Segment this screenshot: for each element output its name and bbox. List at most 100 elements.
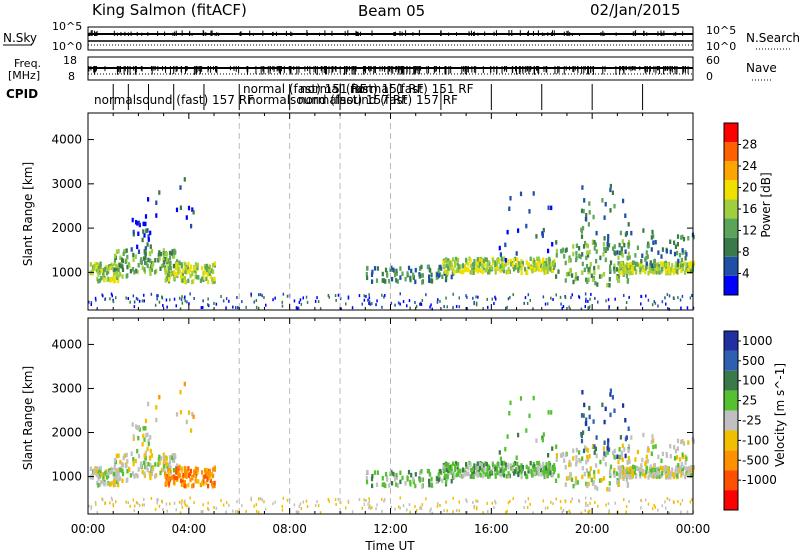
- data-cell: [141, 442, 144, 447]
- data-cell: [591, 481, 594, 487]
- data-cell: [613, 473, 616, 478]
- data-cell: [532, 307, 534, 311]
- data-cell: [609, 388, 612, 393]
- data-cell: [173, 501, 176, 505]
- data-cell: [130, 247, 133, 252]
- data-cell: [428, 267, 431, 273]
- data-cell: [617, 459, 620, 465]
- data-cell: [585, 297, 587, 301]
- data-cell: [585, 213, 588, 218]
- data-cell: [202, 503, 204, 507]
- data-cell: [624, 232, 627, 237]
- data-cell: [575, 257, 578, 263]
- data-cell: [532, 191, 535, 196]
- data-cell: [613, 244, 616, 249]
- data-cell: [161, 295, 163, 299]
- data-cell: [510, 262, 513, 267]
- data-cell: [679, 261, 682, 266]
- data-cell: [569, 307, 571, 311]
- data-cell: [159, 470, 162, 476]
- data-cell: [450, 260, 453, 265]
- data-cell: [175, 470, 178, 475]
- data-cell: [107, 269, 110, 275]
- data-cell: [395, 472, 398, 478]
- data-cell: [677, 463, 680, 468]
- data-cell: [466, 307, 468, 311]
- data-cell: [409, 306, 411, 310]
- data-cell: [536, 256, 539, 262]
- data-cell: [506, 305, 508, 309]
- data-cell: [589, 262, 592, 267]
- data-cell: [126, 264, 129, 270]
- data-cell: [302, 500, 304, 504]
- data-cell: [160, 468, 163, 473]
- data-cell: [539, 467, 543, 473]
- data-cell: [443, 264, 446, 269]
- data-cell: [511, 467, 514, 472]
- data-cell: [465, 260, 468, 265]
- data-cell: [588, 306, 590, 309]
- data-cell: [335, 503, 337, 506]
- data-cell: [202, 510, 204, 513]
- data-cell: [96, 480, 99, 486]
- data-cell: [236, 500, 238, 504]
- data-cell: [104, 501, 107, 505]
- data-cell: [623, 242, 626, 248]
- data-cell: [626, 460, 629, 465]
- data-cell: [607, 502, 610, 506]
- colorbar-tick-label: 12: [742, 224, 757, 238]
- data-cell: [162, 458, 165, 463]
- data-cell: [90, 303, 92, 306]
- data-cell: [168, 455, 172, 460]
- data-cell: [314, 504, 317, 507]
- data-cell: [517, 228, 520, 233]
- data-cell: [446, 509, 448, 513]
- data-cell: [545, 466, 548, 471]
- data-cell: [686, 510, 689, 514]
- data-cell: [193, 501, 195, 505]
- data-cell: [640, 499, 643, 503]
- data-cell: [465, 257, 468, 263]
- data-cell: [546, 473, 549, 479]
- data-cell: [455, 472, 458, 478]
- data-cell: [628, 270, 631, 276]
- data-cell: [112, 275, 115, 280]
- data-cell: [180, 264, 183, 269]
- data-cell: [169, 460, 172, 465]
- data-cell: [620, 263, 623, 269]
- data-cell: [232, 509, 234, 513]
- colorbar-tick-label: -500: [742, 453, 769, 467]
- data-cell: [608, 447, 611, 452]
- data-cell: [452, 292, 454, 296]
- data-cell: [453, 270, 456, 275]
- data-cell: [625, 510, 627, 514]
- data-cell: [157, 457, 160, 462]
- data-cell: [627, 244, 630, 249]
- data-cell: [146, 263, 149, 269]
- data-cell: [144, 221, 147, 227]
- data-cell: [532, 470, 535, 475]
- data-cell: [113, 267, 116, 272]
- data-cell: [547, 410, 550, 415]
- data-cell: [593, 265, 596, 271]
- data-cell: [604, 461, 607, 467]
- data-cell: [542, 257, 545, 262]
- data-cell: [399, 292, 401, 296]
- data-cell: [175, 262, 178, 267]
- data-cell: [195, 274, 198, 280]
- data-cell: [611, 395, 614, 400]
- data-cell: [446, 474, 449, 480]
- data-cell: [431, 279, 434, 284]
- data-cell: [132, 434, 135, 439]
- data-cell: [143, 233, 146, 238]
- data-cell: [399, 266, 402, 271]
- data-cell: [451, 264, 454, 270]
- data-cell: [641, 253, 644, 258]
- data-cell: [526, 270, 529, 275]
- data-cell: [464, 267, 467, 273]
- data-cell: [509, 463, 513, 468]
- data-cell: [674, 264, 677, 270]
- colorbar-segment: [724, 199, 738, 219]
- data-cell: [369, 506, 372, 510]
